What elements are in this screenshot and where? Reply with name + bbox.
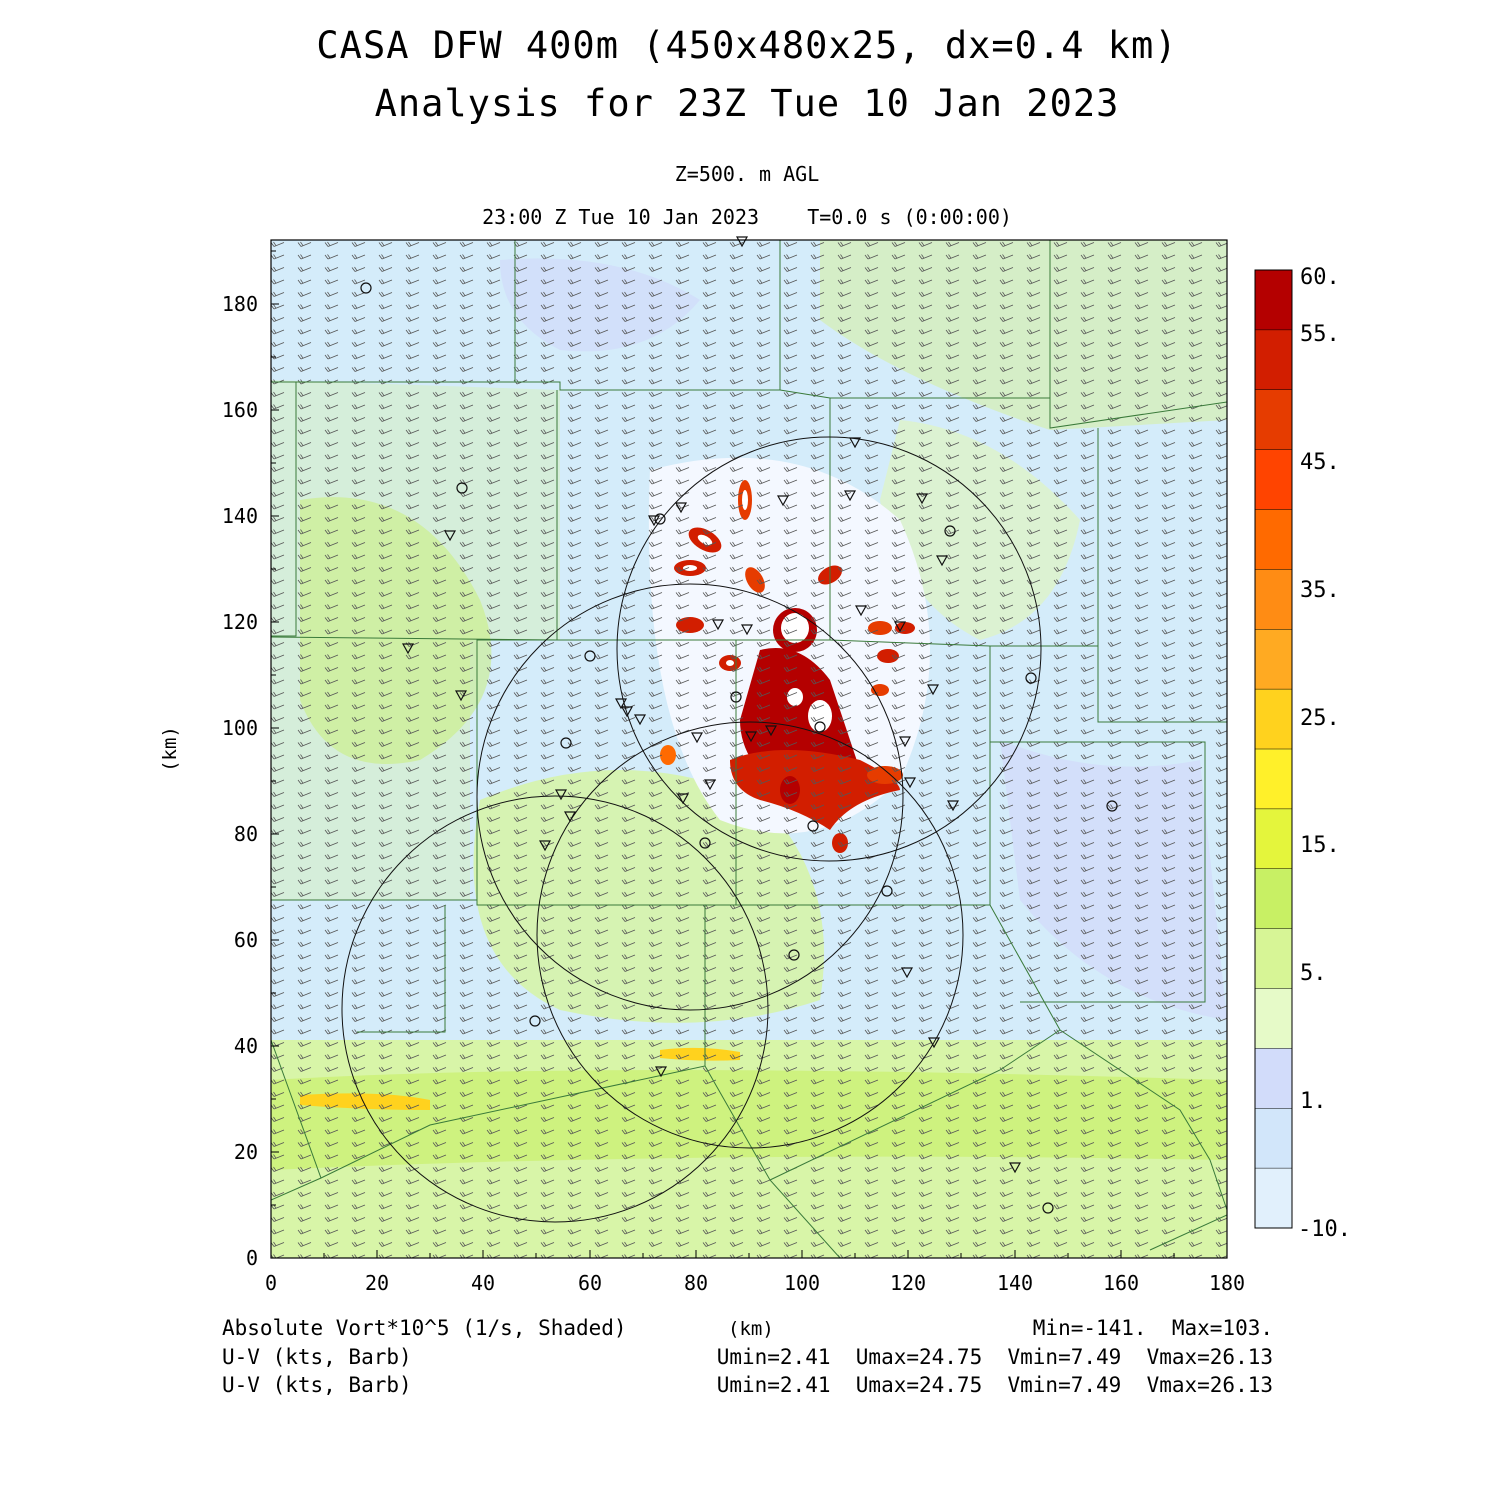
y-tick: 180 (222, 292, 258, 316)
colorbar-label: -10. (1298, 1217, 1351, 1242)
x-tick: 80 (684, 1271, 708, 1295)
y-axis-label: (km) (159, 726, 181, 772)
x-tick: 40 (471, 1271, 495, 1295)
min-max-stats: Min=-141. Max=103. (1032, 1316, 1273, 1340)
colorbar-label: 45. (1300, 450, 1340, 475)
x-axis-label: (km) (728, 1318, 774, 1340)
y-tick: 80 (234, 822, 258, 846)
colorbar-segment (1255, 389, 1292, 451)
x-tick: 0 (265, 1271, 277, 1295)
colorbar-label: 35. (1300, 578, 1340, 603)
county-boundaries (271, 240, 1227, 1258)
station-markers (360, 236, 1118, 1214)
vorticity-field (271, 240, 1227, 1258)
colorbar-segment (1255, 749, 1292, 810)
colorbar-segment (1255, 689, 1292, 750)
y-tick: 120 (222, 610, 258, 634)
uv-stats-2: Umin=2.41 Umax=24.75 Vmin=7.49 Vmax=26.1… (716, 1373, 1273, 1397)
x-tick: 100 (784, 1271, 820, 1295)
colorbar-frame (1254, 269, 1293, 1229)
y-tick: 140 (222, 504, 258, 528)
x-tick-labels: 0 20 40 60 80 100 120 140 160 180 (265, 1271, 1245, 1295)
colorbar-label: 1. (1300, 1089, 1327, 1114)
y-tick: 0 (246, 1246, 258, 1270)
y-tick: 20 (234, 1140, 258, 1164)
y-axis (271, 250, 279, 1259)
uv-stats-1: Umin=2.41 Umax=24.75 Vmin=7.49 Vmax=26.1… (716, 1345, 1273, 1369)
colorbar-segment (1255, 449, 1292, 510)
x-tick: 180 (1209, 1271, 1245, 1295)
colorbar (1254, 269, 1293, 1229)
colorbar-segment (1255, 629, 1292, 690)
x-axis (270, 1250, 1228, 1258)
colorbar-segment (1255, 509, 1292, 570)
colorbar-segment (1255, 808, 1292, 870)
colorbar-segment (1255, 868, 1292, 930)
title-line-2: Analysis for 23Z Tue 10 Jan 2023 (374, 82, 1120, 125)
colorbar-segment (1255, 988, 1292, 1049)
colorbar-segment (1255, 1108, 1292, 1169)
x-tick: 120 (890, 1271, 926, 1295)
colorbar-segment (1255, 1168, 1292, 1229)
colorbar-label: 25. (1300, 706, 1340, 731)
level-label: Z=500. m AGL (674, 162, 820, 186)
y-tick: 60 (234, 928, 258, 952)
colorbar-label: 55. (1300, 322, 1340, 347)
field-label-barbs-2: U-V (kts, Barb) (222, 1373, 412, 1397)
title-line-1: CASA DFW 400m (450x480x25, dx=0.4 km) (316, 24, 1178, 67)
field-label-vorticity: Absolute Vort*10^5 (1/s, Shaded) (222, 1316, 627, 1340)
colorbar-label: 5. (1300, 961, 1327, 986)
field-label-barbs-1: U-V (kts, Barb) (222, 1345, 412, 1369)
x-tick: 20 (365, 1271, 389, 1295)
radar-range-rings (341, 436, 1042, 1223)
time-label: 23:00 Z Tue 10 Jan 2023 T=0.0 s (0:00:00… (482, 205, 1012, 229)
colorbar-segment (1255, 270, 1292, 331)
y-tick: 40 (234, 1034, 258, 1058)
x-tick: 140 (997, 1271, 1033, 1295)
y-tick-labels: 0 20 40 60 80 100 120 140 160 180 (222, 292, 258, 1270)
colorbar-label: 60. (1300, 265, 1340, 290)
x-tick: 160 (1103, 1271, 1139, 1295)
colorbar-labels: 60. 55. 45. 35. 25. 15. 5. 1. -10. (1298, 265, 1351, 1242)
colorbar-segment (1255, 569, 1292, 630)
colorbar-segment (1255, 928, 1292, 989)
colorbar-label: 15. (1300, 833, 1340, 858)
colorbar-segment (1255, 1048, 1292, 1109)
x-tick: 60 (578, 1271, 602, 1295)
y-tick: 160 (222, 398, 258, 422)
colorbar-segment (1255, 329, 1292, 391)
y-tick: 100 (222, 716, 258, 740)
